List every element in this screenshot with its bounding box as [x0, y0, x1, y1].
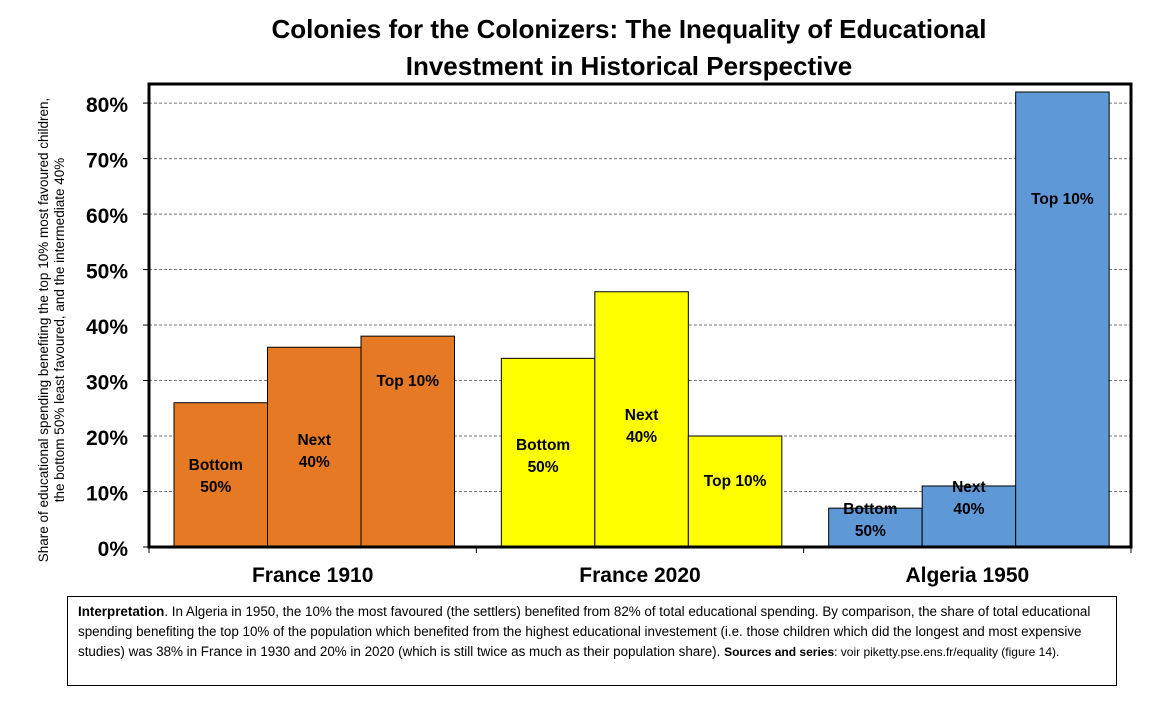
bar: [828, 507, 923, 548]
bar-labels: Bottom 50% Next 40% Top 10% Bottom 50% Next 40% T…: [189, 191, 1094, 540]
y-tick-label: 60%: [86, 205, 128, 228]
bar-label: Top 10%: [1031, 191, 1094, 208]
bars: [173, 91, 1110, 548]
bar-label: 50%: [855, 523, 886, 540]
note-sources-text: : voir piketty.pse.ens.fr/equality (figu…: [834, 645, 1060, 659]
chart-title-line2: Investment in Historical Perspective: [406, 51, 853, 81]
bar-label: Bottom: [843, 501, 897, 518]
bar: [687, 435, 783, 548]
x-category-label: France 1910: [252, 564, 373, 587]
note-heading: Interpretation: [78, 604, 165, 619]
x-category-label: France 2020: [579, 564, 700, 587]
bar-label: 40%: [626, 429, 657, 446]
y-tick-label: 0%: [98, 538, 129, 561]
bar: [360, 335, 455, 548]
bar-label: 50%: [200, 479, 231, 496]
bar-label: Next: [297, 432, 331, 449]
bar-label: Bottom: [516, 437, 570, 454]
y-tick-label: 40%: [86, 316, 128, 339]
y-tick-label: 10%: [86, 483, 128, 506]
y-tick-label: 30%: [86, 372, 128, 395]
axes: 0% 10% 20% 30% 40% 50% 60% 70% 80% France 1910 Fra…: [86, 94, 1132, 587]
bar-label: Next: [625, 407, 659, 424]
bar-label: 40%: [299, 454, 330, 471]
bar: [500, 357, 596, 548]
bar-label: Top 10%: [376, 373, 439, 390]
bar-chart: Colonies for the Colonizers: The Inequal…: [36, 14, 1133, 587]
y-axis-label-line2: the bottom 50% least favoured, and the i…: [52, 158, 67, 502]
y-tick-label: 50%: [86, 261, 128, 284]
bar-label: Top 10%: [704, 473, 767, 490]
x-category-label: Algeria 1950: [905, 564, 1029, 587]
bar-label: Next: [952, 479, 986, 496]
interpretation-note: Interpretation. In Algeria in 1950, the …: [67, 596, 1117, 686]
y-tick-label: 20%: [86, 427, 128, 450]
y-tick-label: 70%: [86, 150, 128, 173]
y-axis-label: Share of educational spending benefiting…: [36, 98, 67, 563]
y-tick-label: 80%: [86, 94, 128, 117]
bar-label: 40%: [953, 501, 984, 518]
chart-title-line1: Colonies for the Colonizers: The Inequal…: [271, 14, 986, 44]
bar-label: Bottom: [189, 457, 243, 474]
y-axis-label-line1: Share of educational spending benefiting…: [36, 98, 51, 563]
note-text: . In Algeria in 1950, the 10% the most f…: [78, 604, 1091, 659]
bar-label: 50%: [528, 459, 559, 476]
note-sources-heading: Sources and series: [724, 645, 835, 659]
bar: [1015, 91, 1110, 548]
bar: [173, 402, 268, 548]
bar: [594, 291, 689, 548]
